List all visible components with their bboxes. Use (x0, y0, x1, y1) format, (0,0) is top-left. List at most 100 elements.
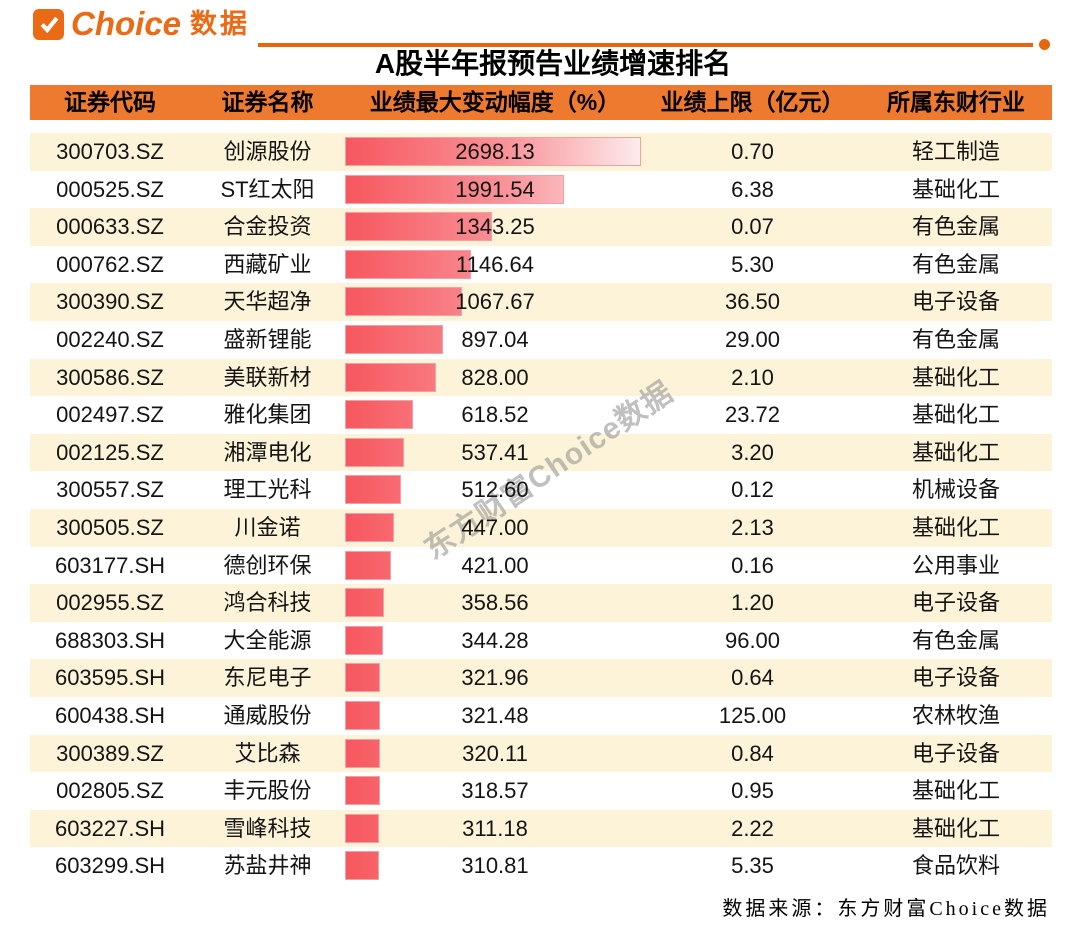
upper-limit: 2.22 (731, 815, 774, 841)
security-code: 000633.SZ (56, 214, 164, 240)
table-row: 603299.SH 苏盐井神 310.81 5.35 食品饮料 (30, 847, 1052, 885)
table-row: 002955.SZ 鸿合科技 358.56 1.20 电子设备 (30, 584, 1052, 622)
table-row: 002125.SZ 湘潭电化 537.41 3.20 基础化工 (30, 433, 1052, 472)
upper-limit: 0.70 (731, 139, 774, 164)
table-row: 300703.SZ 创源股份 2698.13 0.70 轻工制造 (30, 133, 1052, 171)
security-name: 鸿合科技 (223, 590, 312, 616)
security-code: 300703.SZ (56, 139, 164, 164)
ranking-table: 证券代码 证券名称 业绩最大变动幅度（%） 业绩上限（亿元） 所属东财行业 30… (30, 85, 1052, 885)
change-bar-cell: 421.00 (345, 547, 645, 585)
security-name: 丰元股份 (223, 778, 312, 804)
security-name: 苏盐井神 (223, 853, 312, 879)
security-name: 通威股份 (223, 702, 312, 728)
security-name: 盛新锂能 (223, 326, 312, 352)
change-value: 1343.25 (455, 214, 535, 240)
security-name: 理工光科 (223, 477, 312, 503)
data-source: 数据来源：东方财富Choice数据 (722, 898, 1050, 920)
line-end-dot-icon (1039, 39, 1050, 50)
upper-limit: 96.00 (724, 627, 781, 653)
data-bar (345, 588, 385, 618)
table-header-row: 证券代码 证券名称 业绩最大变动幅度（%） 业绩上限（亿元） 所属东财行业 (30, 85, 1052, 120)
data-bar (345, 663, 381, 693)
industry: 机械设备 (911, 477, 1000, 503)
security-code: 002805.SZ (56, 778, 164, 804)
upper-limit: 36.50 (724, 289, 781, 315)
security-code: 000525.SZ (56, 176, 164, 202)
industry: 电子设备 (911, 665, 1000, 691)
change-value: 310.81 (461, 853, 529, 879)
security-code: 002497.SZ (56, 402, 164, 428)
security-code: 300390.SZ (56, 289, 164, 315)
change-value: 358.56 (461, 590, 529, 616)
change-bar-cell: 320.11 (345, 735, 645, 773)
data-bar (345, 437, 404, 467)
change-bar-cell: 321.96 (345, 659, 645, 697)
upper-limit: 0.07 (731, 214, 774, 240)
change-bar-cell: 1343.25 (345, 208, 645, 246)
change-bar-cell: 897.04 (345, 321, 645, 359)
data-bar (345, 475, 402, 505)
industry: 食品饮料 (911, 853, 1000, 879)
table-row: 002805.SZ 丰元股份 318.57 0.95 基础化工 (30, 772, 1052, 810)
table-row: 300390.SZ 天华超净 1067.67 36.50 电子设备 (30, 283, 1052, 321)
table-row: 000525.SZ ST红太阳 1991.54 6.38 基础化工 (30, 170, 1052, 209)
change-bar-cell: 512.60 (345, 471, 645, 509)
security-code: 688303.SH (54, 627, 166, 653)
change-bar-cell: 447.00 (345, 509, 645, 547)
table-body: 300703.SZ 创源股份 2698.13 0.70 轻工制造 000525.SZ ST红… (30, 133, 1052, 885)
page-title: A股半年报预告业绩增速排名 (374, 48, 732, 79)
table-row: 002497.SZ 雅化集团 618.52 23.72 基础化工 (30, 396, 1052, 434)
change-bar-cell: 344.28 (345, 622, 645, 660)
security-name: 大全能源 (223, 627, 312, 653)
industry: 基础化工 (911, 176, 1000, 202)
upper-limit: 0.64 (731, 665, 774, 691)
change-value: 828.00 (461, 364, 529, 390)
change-bar-cell: 321.48 (345, 697, 645, 735)
table-row: 603227.SH 雪峰科技 311.18 2.22 基础化工 (30, 809, 1052, 848)
upper-limit: 0.84 (731, 740, 774, 766)
change-bar-cell: 828.00 (345, 359, 645, 397)
table-row: 300557.SZ 理工光科 512.60 0.12 机械设备 (30, 471, 1052, 509)
security-name: ST红太阳 (220, 176, 315, 202)
security-code: 002125.SZ (56, 439, 164, 465)
upper-limit: 5.30 (731, 251, 774, 277)
security-code: 603595.SH (54, 665, 166, 691)
choice-logo: Choice 数据 (33, 6, 250, 42)
security-code: 300505.SZ (56, 514, 164, 540)
security-name: 雪峰科技 (223, 815, 312, 841)
security-name: 西藏矿业 (223, 251, 312, 277)
change-value: 318.57 (461, 778, 529, 804)
change-bar-cell: 618.52 (345, 396, 645, 434)
table-row: 000762.SZ 西藏矿业 1146.64 5.30 有色金属 (30, 245, 1052, 284)
security-name: 川金诺 (234, 514, 301, 540)
data-bar (345, 362, 436, 392)
upper-limit: 2.10 (731, 364, 774, 390)
industry: 基础化工 (911, 439, 1000, 465)
change-bar-cell: 1991.54 (345, 171, 645, 209)
change-value: 512.60 (461, 477, 529, 503)
security-code: 300586.SZ (56, 364, 164, 390)
upper-limit: 0.12 (731, 477, 774, 503)
change-value: 421.00 (461, 552, 529, 578)
change-value: 2698.13 (455, 139, 535, 164)
security-code: 002955.SZ (56, 590, 164, 616)
data-bar (345, 776, 380, 806)
table-row: 603595.SH 东尼电子 321.96 0.64 电子设备 (30, 659, 1052, 697)
security-code: 002240.SZ (56, 326, 164, 352)
table-row: 688303.SH 大全能源 344.28 96.00 有色金属 (30, 621, 1052, 660)
data-bar (345, 512, 394, 542)
upper-limit: 0.95 (731, 778, 774, 804)
security-code: 603177.SH (54, 552, 166, 578)
data-bar (345, 137, 641, 166)
security-code: 600438.SH (54, 702, 166, 728)
change-bar-cell: 2698.13 (345, 133, 645, 171)
industry: 基础化工 (911, 364, 1000, 390)
data-bar (345, 212, 493, 242)
security-name: 美联新材 (223, 364, 312, 390)
change-bar-cell: 318.57 (345, 772, 645, 810)
industry: 公用事业 (911, 552, 1000, 578)
data-bar (345, 400, 413, 430)
table-row: 300586.SZ 美联新材 828.00 2.10 基础化工 (30, 358, 1052, 397)
change-bar-cell: 1067.67 (345, 283, 645, 321)
data-bar (345, 851, 380, 881)
